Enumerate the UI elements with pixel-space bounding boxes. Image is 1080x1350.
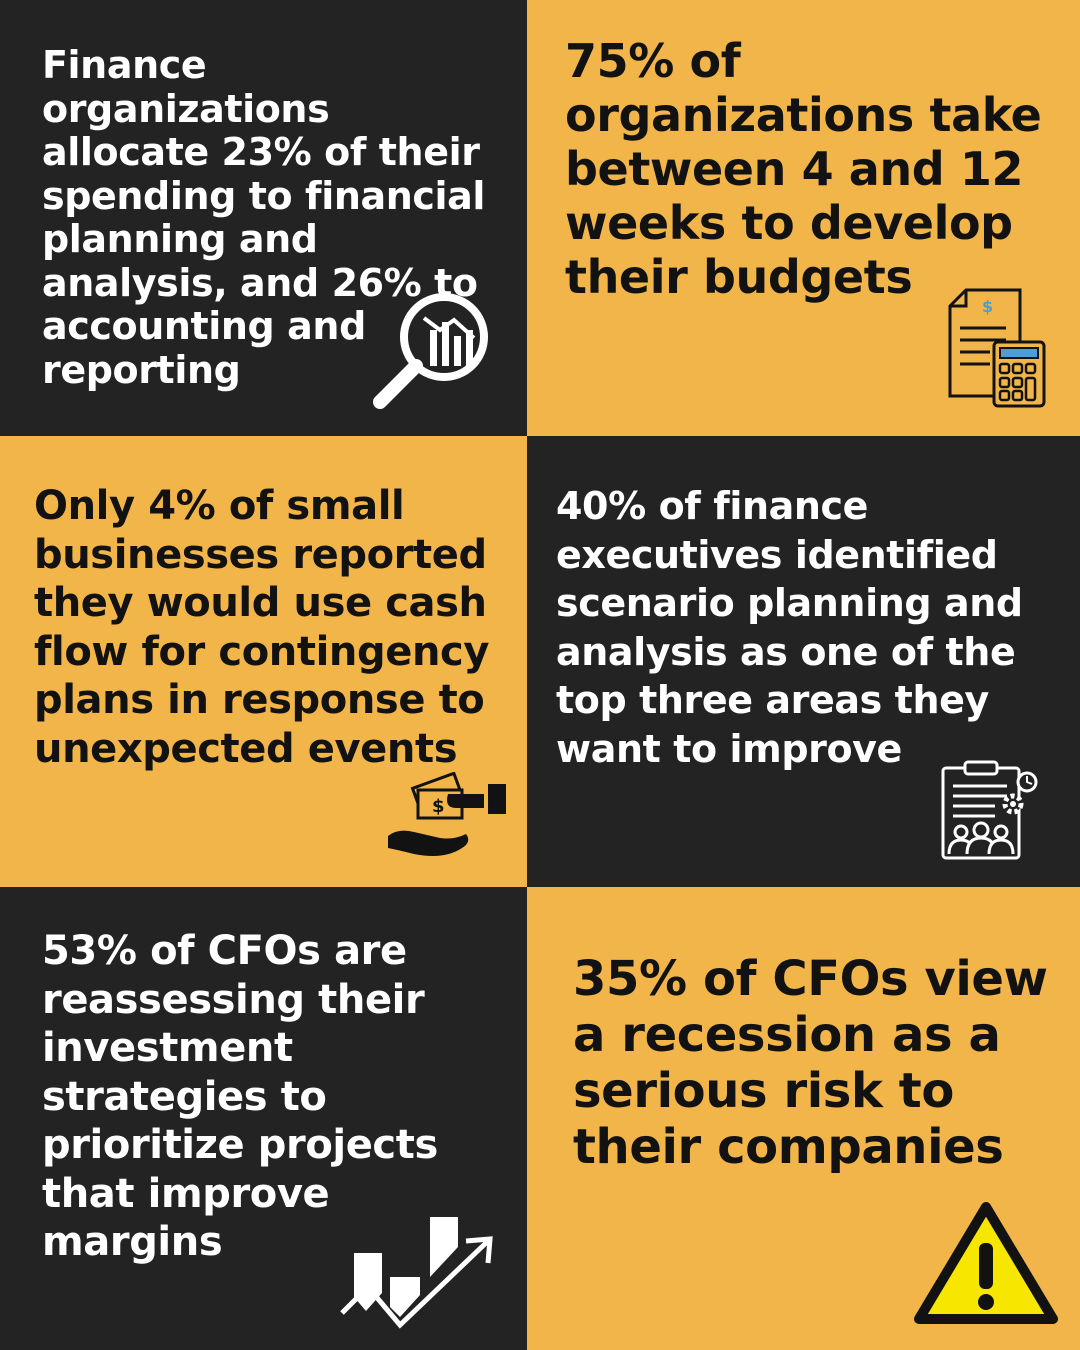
stat-card-scenario-planning: 40% of finance executives identified sce… (527, 436, 1080, 887)
stat-text: 35% of CFOs view a recession as a seriou… (573, 951, 1048, 1175)
budget-calculator-icon: $ (946, 286, 1048, 410)
stat-card-cfo-investment: 53% of CFOs are reassessing their invest… (0, 887, 527, 1350)
growth-chart-icon (338, 1213, 498, 1331)
stat-text: 53% of CFOs are reassessing their invest… (42, 928, 438, 1265)
stat-text: Only 4% of small businesses reported the… (34, 483, 490, 772)
stat-card-cash-flow: Only 4% of small businesses reported the… (0, 436, 527, 887)
svg-text:$: $ (982, 297, 993, 316)
stat-card-fpa-spending: Finance organizations allocate 23% of th… (0, 0, 527, 436)
magnifier-chart-icon (368, 290, 494, 410)
stat-text: 40% of finance executives identified sce… (556, 484, 1023, 771)
stat-text: Finance organizations allocate 23% of th… (42, 43, 485, 392)
stat-card-recession-risk: 35% of CFOs view a recession as a seriou… (527, 887, 1080, 1350)
svg-text:$: $ (432, 796, 445, 817)
cash-hand-icon: $ (384, 772, 512, 864)
stat-text: 75% of organizations take between 4 and … (565, 34, 1042, 304)
stat-card-budget-weeks: 75% of organizations take between 4 and … (527, 0, 1080, 436)
planning-clipboard-icon (937, 758, 1041, 862)
warning-icon (913, 1199, 1059, 1329)
